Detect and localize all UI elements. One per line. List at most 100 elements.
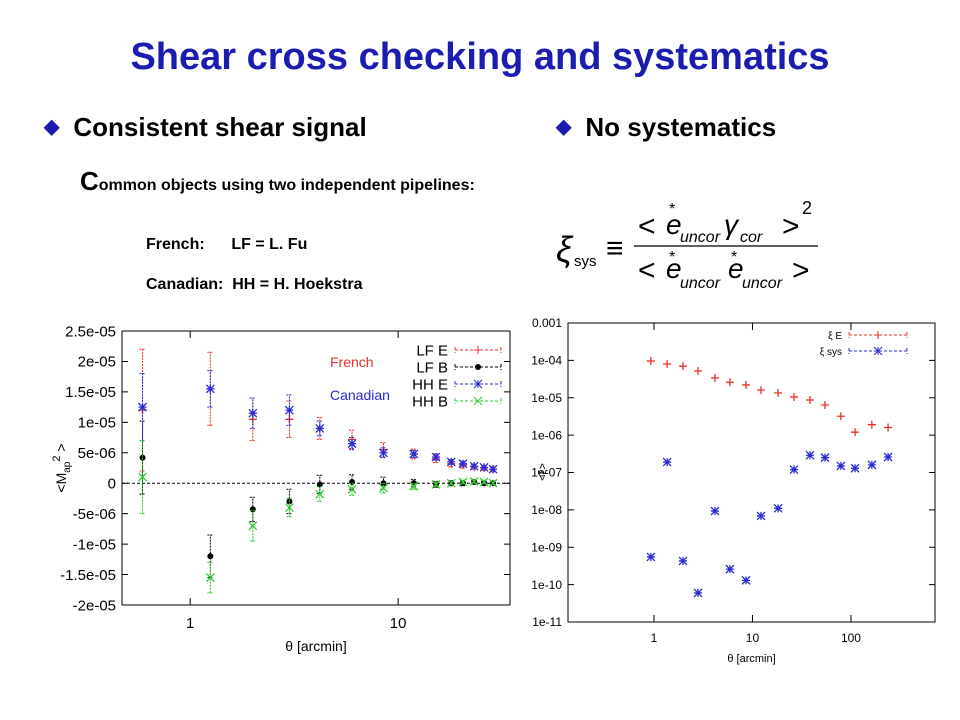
slide-title: Shear cross checking and systematics <box>130 36 830 78</box>
legend-marker <box>873 346 883 356</box>
y-tick-label: 1e-10 <box>531 578 562 592</box>
marker <box>479 477 489 487</box>
marker <box>850 463 860 473</box>
legend-marker-shape <box>473 379 483 389</box>
marker <box>756 386 765 395</box>
marker <box>883 452 893 462</box>
y-axis-label: <Map2 > <box>51 443 73 492</box>
y-tick-label: 1e-08 <box>531 503 562 517</box>
pipeline-line: French: LF = L. Fu <box>146 236 308 253</box>
marker <box>867 420 876 429</box>
legend-label: ξ E <box>828 331 842 342</box>
marker <box>469 461 479 471</box>
legend-label: HH E <box>412 376 448 393</box>
y-tick-label: 2.5e-05 <box>65 323 116 340</box>
legend-marker <box>474 346 482 354</box>
marker <box>867 460 877 470</box>
marker <box>693 588 703 598</box>
y-axis-label: <ξ> <box>537 463 549 481</box>
marker <box>820 453 830 463</box>
marker <box>458 459 468 469</box>
legend-line <box>848 332 908 338</box>
marker <box>756 511 766 521</box>
formula-part: sys <box>574 253 597 270</box>
y-axis-label-part: 2 <box>51 455 63 461</box>
marker <box>789 465 799 475</box>
paragraph: Common objects using two independent pip… <box>80 166 475 196</box>
y-tick-label: 1e-05 <box>531 391 562 405</box>
marker <box>678 556 688 566</box>
annotation: French <box>330 354 374 370</box>
legend-label: HH B <box>412 393 448 410</box>
marker <box>806 396 815 405</box>
marker <box>646 357 655 366</box>
marker <box>379 448 388 458</box>
y-tick-label: 1e-05 <box>78 415 116 432</box>
y-tick-label: 1.5e-05 <box>65 384 116 401</box>
marker <box>821 400 830 409</box>
marker <box>431 479 441 489</box>
annotation: Canadian <box>330 387 390 403</box>
legend-marker-shape <box>874 331 882 339</box>
formula-part: 2 <box>802 198 812 218</box>
legend-label: ξ sys <box>820 347 842 358</box>
formula-part: ≡ <box>606 232 624 265</box>
y-axis-label-part: > <box>53 443 69 455</box>
y-tick-label: 1e-06 <box>531 428 562 442</box>
marker <box>205 573 215 583</box>
y-tick-label: 5e-06 <box>78 445 116 462</box>
marker <box>774 388 783 397</box>
y-tick-label: -5e-06 <box>73 506 116 523</box>
y-tick-label: 1e-11 <box>532 615 562 629</box>
marker <box>479 462 489 472</box>
marker <box>884 423 893 432</box>
marker <box>725 378 734 387</box>
marker <box>431 452 441 462</box>
legend-marker <box>475 364 481 370</box>
marker <box>284 405 294 415</box>
marker <box>347 439 357 449</box>
legend-marker <box>473 379 483 389</box>
plot-frame <box>121 330 511 606</box>
marker <box>646 552 656 562</box>
marker <box>678 362 687 371</box>
formula-part: uncor <box>680 229 721 246</box>
marker <box>836 412 845 421</box>
marker <box>207 553 214 560</box>
formula-part: e <box>666 253 682 284</box>
marker <box>710 506 720 516</box>
formula-part: γ <box>724 209 740 240</box>
formula: ξ sys ≡ < e * uncor γ cor > 2 < e * unco… <box>556 198 818 292</box>
y-tick-label: 0.001 <box>532 316 562 330</box>
formula-part: > <box>792 254 810 287</box>
legend-marker-shape <box>873 346 883 356</box>
y-axis-label-part: <M <box>53 473 69 493</box>
formula-part: uncor <box>742 275 783 292</box>
marker <box>710 373 719 382</box>
legend-line <box>848 348 908 354</box>
marker <box>773 503 783 513</box>
marker <box>138 472 147 482</box>
formula-part: ξ <box>556 229 574 270</box>
marker <box>139 454 146 461</box>
y-axis-label-part: ap <box>62 461 73 473</box>
formula-part: cor <box>740 229 763 246</box>
marker <box>379 483 388 493</box>
marker <box>316 481 323 488</box>
y-tick-label: -1.5e-05 <box>60 567 116 584</box>
formula-part: < <box>638 254 656 287</box>
legend-marker <box>874 331 882 339</box>
marker <box>409 481 419 491</box>
x-axis-label: θ [arcmin] <box>727 653 775 665</box>
formula-part: uncor <box>680 275 721 292</box>
x-tick-label: 100 <box>841 631 861 645</box>
marker <box>205 384 215 394</box>
bullet: Consistent shear signal <box>44 112 366 143</box>
marker <box>742 380 751 389</box>
marker <box>836 461 846 471</box>
marker <box>138 402 147 412</box>
marker <box>249 506 256 513</box>
legend-marker <box>473 396 483 406</box>
